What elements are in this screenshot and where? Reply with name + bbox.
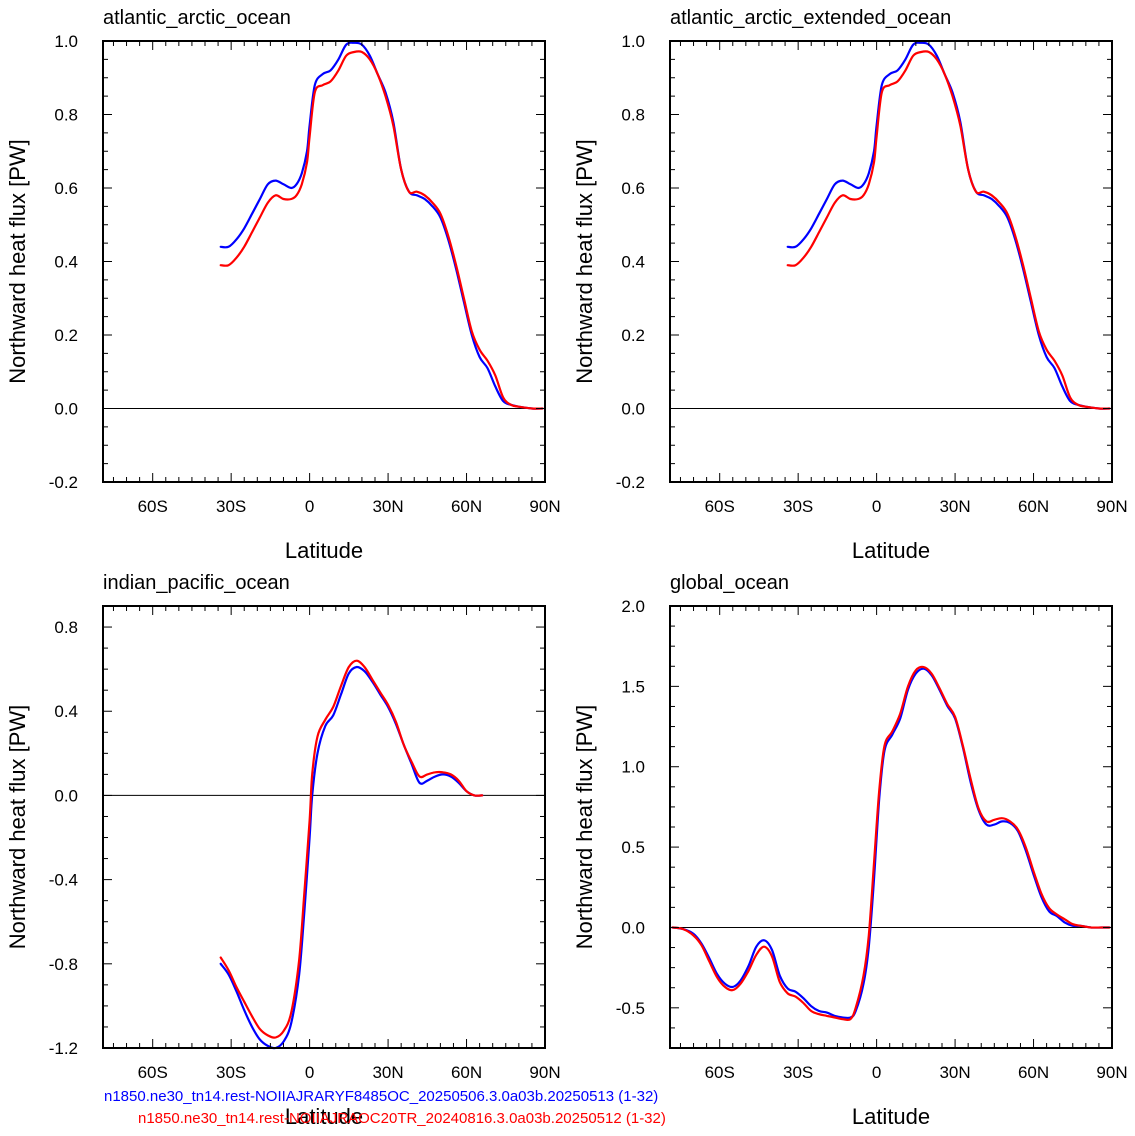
y-axis-label: Northward heat flux [PW] <box>572 139 597 384</box>
x-tick-label: 60S <box>705 1063 735 1082</box>
series-line-blue <box>219 665 484 1050</box>
plot-frame <box>669 40 1113 483</box>
series-line-blue <box>786 41 1111 410</box>
x-tick-label: 90N <box>1096 1063 1127 1082</box>
x-tick-label: 0 <box>872 497 881 516</box>
x-tick-label: 30N <box>939 497 970 516</box>
legend-entry-blue: n1850.ne30_tn14.rest-NOIIAJRARYF8485OC_2… <box>104 1088 659 1105</box>
x-tick-label: 30S <box>783 497 813 516</box>
y-tick-label: -0.4 <box>49 871 78 890</box>
series-line-red <box>219 659 484 1039</box>
panel-title-4: global_ocean <box>670 572 789 594</box>
y-tick-label: 2.0 <box>621 597 645 616</box>
y-tick-label: 0.8 <box>54 106 78 125</box>
plot-frame <box>669 605 1113 1049</box>
y-tick-label: 0.0 <box>621 918 645 937</box>
y-tick-label: 1.0 <box>621 32 645 51</box>
y-axis-label: Northward heat flux [PW] <box>5 139 30 384</box>
x-tick-label: 60S <box>138 1063 168 1082</box>
y-tick-label: -0.5 <box>616 999 645 1018</box>
x-tick-label: 60N <box>1018 1063 1049 1082</box>
x-tick-label: 0 <box>305 497 314 516</box>
y-tick-label: -0.8 <box>49 955 78 974</box>
series-line-blue <box>219 41 544 410</box>
y-tick-label: 0.2 <box>621 326 645 345</box>
x-axis-label: Latitude <box>285 1104 363 1129</box>
x-tick-label: 0 <box>872 1063 881 1082</box>
x-tick-label: 60S <box>705 497 735 516</box>
x-tick-label: 90N <box>529 497 560 516</box>
x-tick-label: 60N <box>1018 497 1049 516</box>
x-axis-label: Latitude <box>285 538 363 563</box>
x-tick-label: 30N <box>939 1063 970 1082</box>
y-tick-label: 0.4 <box>621 253 645 272</box>
x-axis-label: Latitude <box>852 538 930 563</box>
y-tick-label: 1.5 <box>621 677 645 696</box>
x-tick-label: 0 <box>305 1063 314 1082</box>
x-tick-label: 60S <box>138 497 168 516</box>
y-tick-label: 0.4 <box>54 253 78 272</box>
x-axis-label: Latitude <box>852 1104 930 1129</box>
y-axis-label: Northward heat flux [PW] <box>572 705 597 950</box>
x-tick-label: 30S <box>783 1063 813 1082</box>
y-tick-label: 0.0 <box>54 786 78 805</box>
plot-frame <box>102 605 546 1049</box>
y-tick-label: 1.0 <box>54 32 78 51</box>
y-tick-label: 0.6 <box>621 179 645 198</box>
plot-frame <box>102 40 546 483</box>
y-tick-label: 0.8 <box>54 618 78 637</box>
y-tick-label: 0.6 <box>54 179 78 198</box>
series-line-red <box>219 50 544 410</box>
panel-title-2: atlantic_arctic_extended_ocean <box>670 7 951 29</box>
series-line-red <box>671 665 1111 1022</box>
x-tick-label: 60N <box>451 1063 482 1082</box>
x-tick-label: 60N <box>451 497 482 516</box>
y-axis-label: Northward heat flux [PW] <box>5 705 30 950</box>
x-tick-label: 30N <box>372 497 403 516</box>
y-tick-label: 0.2 <box>54 326 78 345</box>
series-line-red <box>786 50 1111 410</box>
legend-entry-red: n1850.ne30_tn14.rest-NOIIAJRAOC20TR_2024… <box>138 1110 666 1127</box>
y-tick-label: 0.5 <box>621 838 645 857</box>
panel-title-3: indian_pacific_ocean <box>103 572 290 594</box>
x-tick-label: 30S <box>216 1063 246 1082</box>
y-tick-label: 0.4 <box>54 702 78 721</box>
y-tick-label: -1.2 <box>49 1039 78 1058</box>
x-tick-label: 30N <box>372 1063 403 1082</box>
x-tick-label: 30S <box>216 497 246 516</box>
y-tick-label: -0.2 <box>49 473 78 492</box>
x-tick-label: 90N <box>529 1063 560 1082</box>
panel-title-1: atlantic_arctic_ocean <box>103 7 291 29</box>
y-tick-label: 0.0 <box>621 400 645 419</box>
y-tick-label: 0.0 <box>54 400 78 419</box>
y-tick-label: 0.8 <box>621 106 645 125</box>
y-tick-label: 1.0 <box>621 758 645 777</box>
x-tick-label: 90N <box>1096 497 1127 516</box>
y-tick-label: -0.2 <box>616 473 645 492</box>
series-line-blue <box>671 667 1111 1020</box>
